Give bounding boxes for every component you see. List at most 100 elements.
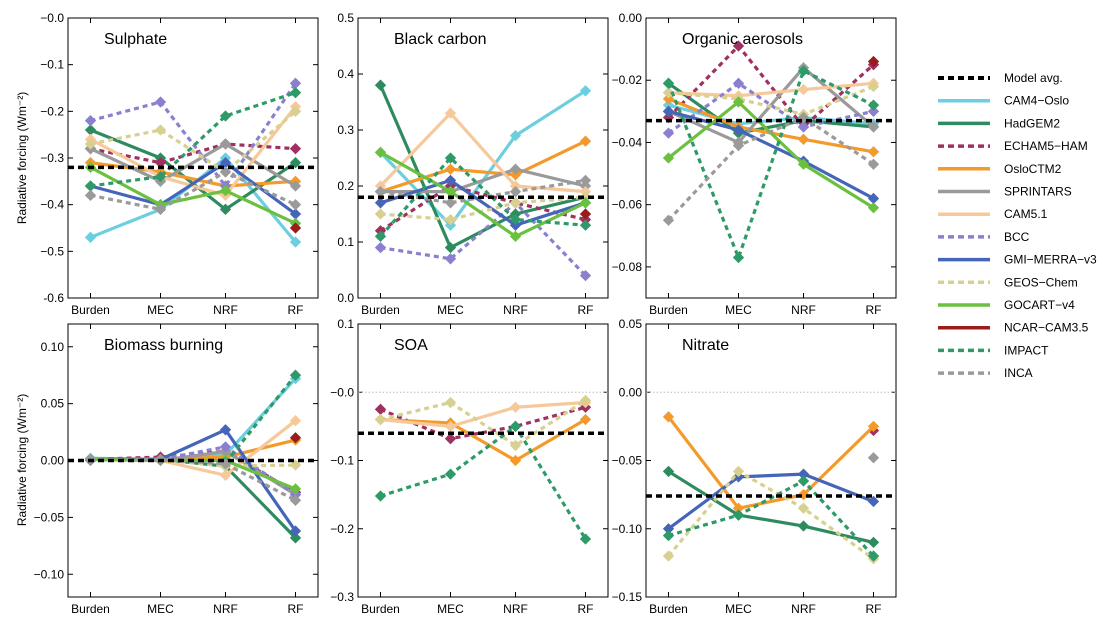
series-line — [668, 479, 875, 558]
data-point — [867, 158, 880, 170]
y-tick-label: −0.05 — [34, 510, 65, 524]
legend-label: GEOS−Chem — [1004, 275, 1078, 289]
x-tick-label: NRF — [791, 602, 816, 616]
series-inca — [84, 166, 302, 215]
data-point — [154, 171, 167, 183]
data-point — [444, 468, 457, 480]
legend-item: CAM4−Oslo — [938, 94, 1069, 108]
data-point — [509, 129, 522, 142]
data-point — [579, 533, 592, 545]
x-tick-label: NRF — [213, 303, 238, 317]
y-tick-label: −0.05 — [612, 454, 643, 468]
legend-item: INCA — [938, 366, 1033, 380]
data-point — [444, 433, 457, 445]
data-point — [867, 146, 880, 158]
data-point — [867, 536, 880, 549]
data-point — [579, 394, 592, 407]
y-tick-label: −0.0 — [40, 11, 64, 25]
x-tick-label: Burden — [361, 303, 400, 317]
series-impact — [374, 152, 592, 243]
data-point — [662, 529, 675, 542]
y-tick-label: −0.1 — [330, 454, 354, 468]
legend-item: GOCART−v4 — [938, 298, 1075, 312]
data-point — [797, 475, 810, 487]
data-point — [289, 494, 302, 506]
panel-organic-aerosols: −0.08 −0.06 −0.04 −0.02 0.00 Burden MEC NRF RF Or… — [612, 11, 897, 317]
data-point — [509, 163, 522, 175]
data-point — [374, 146, 387, 159]
data-point — [867, 202, 880, 214]
legend: Model avg. CAM4−Oslo HadGEM2 ECHAM5−HAM Oslo… — [938, 71, 1097, 380]
x-tick-label: NRF — [503, 303, 528, 317]
y-tick-label: -0.6 — [43, 291, 64, 305]
legend-label: OsloCTM2 — [1004, 162, 1062, 176]
series-ncar-cam3-5 — [289, 222, 302, 234]
data-point — [219, 203, 232, 215]
data-point — [374, 403, 387, 415]
data-point — [662, 127, 675, 139]
y-axis-label: Radiative forcing (Wm⁻²) — [15, 92, 29, 224]
panel-title: Black carbon — [394, 31, 487, 48]
series-line — [667, 69, 875, 260]
series-line — [667, 472, 875, 531]
y-tick-label: −0.0 — [330, 385, 354, 399]
x-tick-label: RF — [866, 303, 882, 317]
data-point — [509, 213, 522, 226]
legend-label: BCC — [1004, 230, 1030, 244]
data-point — [444, 174, 457, 187]
data-point — [509, 454, 522, 467]
series-line — [667, 82, 874, 135]
data-point — [289, 208, 302, 220]
series-line — [380, 195, 586, 222]
data-point — [374, 197, 387, 209]
data-point — [797, 133, 810, 145]
series-line — [380, 399, 587, 448]
y-tick-label: −0.3 — [330, 590, 354, 604]
data-point — [579, 413, 592, 426]
series-geos-chem — [662, 465, 880, 565]
legend-label: IMPACT — [1004, 343, 1049, 357]
x-tick-label: MEC — [725, 602, 752, 616]
y-tick-label: −0.15 — [612, 590, 643, 604]
y-tick-label: 0.4 — [337, 67, 354, 81]
data-point — [797, 468, 810, 480]
x-tick-label: Burden — [649, 602, 688, 616]
series-line — [90, 110, 297, 174]
x-tick-label: MEC — [437, 602, 464, 616]
y-tick-label: 0.00 — [619, 11, 643, 25]
legend-item: Model avg. — [938, 71, 1063, 85]
y-tick-label: −0.3 — [40, 151, 64, 165]
legend-label: CAM4−Oslo — [1004, 94, 1069, 108]
legend-item: SPRINTARS — [938, 185, 1072, 199]
series-bcc — [374, 197, 592, 282]
series-line — [379, 156, 586, 238]
data-point — [374, 185, 387, 198]
data-point — [509, 401, 522, 413]
panel-biomass-burning: −0.10 −0.05 0.00 0.05 0.10 Burden MEC NRF RF Biom… — [34, 323, 319, 616]
y-axis-label: Radiative forcing (Wm⁻²) — [15, 394, 29, 526]
y-tick-label: 0.00 — [41, 454, 65, 468]
y-tick-label: 0.10 — [41, 340, 65, 354]
panel-title: Sulphate — [104, 31, 167, 48]
panel-soa: −0.3 −0.2 −0.1 −0.0 0.1 Burden MEC NRF RF SOA — [330, 317, 609, 616]
y-tick-label: −0.4 — [40, 198, 64, 212]
y-tick-label: 0.00 — [619, 385, 643, 399]
panel-nitrate: −0.15 −0.10 −0.05 0.00 0.05 Burden MEC NRF RF Nit… — [612, 317, 897, 616]
series-line — [379, 151, 587, 238]
y-tick-label: −0.04 — [612, 135, 643, 149]
panel-sulphate: -0.6 −0.5 −0.4 −0.3 −0.2 −0.1 −0.0 Burden MEC NRF… — [40, 11, 319, 317]
series-gocart-v4 — [374, 146, 592, 243]
y-tick-label: −0.08 — [612, 260, 643, 274]
data-point — [662, 214, 675, 226]
x-tick-label: NRF — [503, 602, 528, 616]
series-line — [90, 161, 296, 188]
panel-frame — [645, 17, 897, 299]
data-point — [797, 158, 810, 170]
x-tick-label: RF — [288, 303, 304, 317]
x-tick-label: Burden — [71, 602, 110, 616]
data-point — [444, 396, 457, 409]
legend-label: Model avg. — [1004, 71, 1063, 85]
x-tick-label: MEC — [725, 303, 752, 317]
data-point — [509, 230, 522, 243]
